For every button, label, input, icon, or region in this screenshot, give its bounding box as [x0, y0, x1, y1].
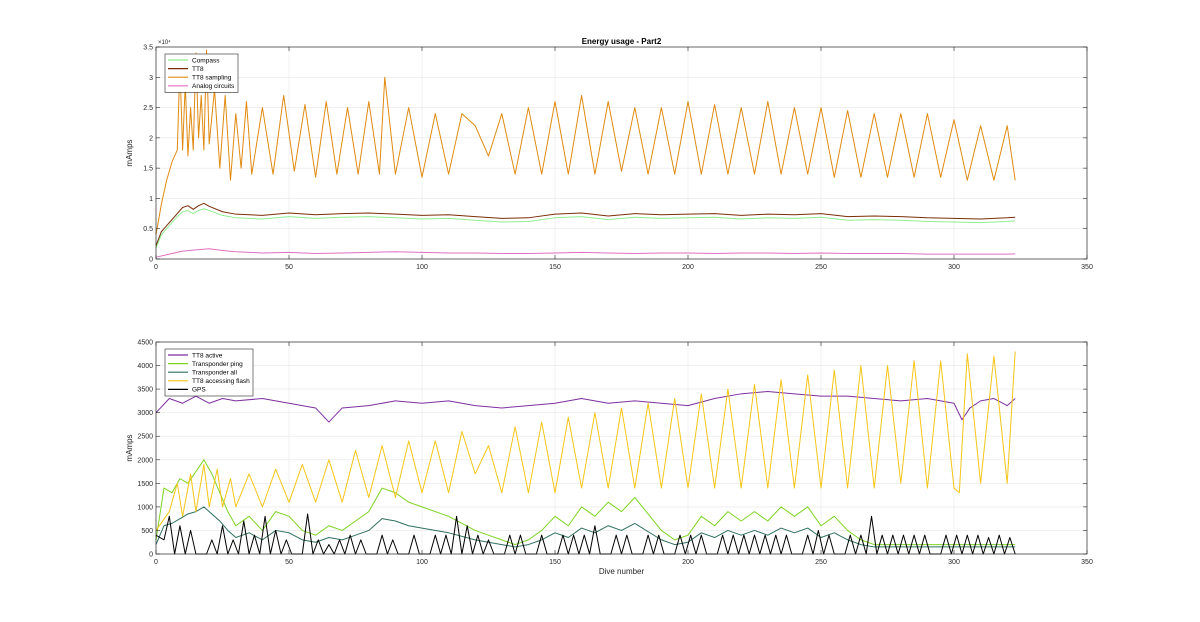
series-line-tt8-sampling	[155, 49, 1016, 235]
x-tick-label: 50	[285, 559, 293, 566]
x-tick-label: 0	[154, 264, 158, 271]
x-tick-label: 50	[285, 264, 293, 271]
legend-label: Transponder all	[192, 370, 237, 377]
y-tick-label: 0.5	[143, 226, 153, 233]
x-tick-label: 200	[682, 559, 694, 566]
legend-label: Compass	[192, 57, 220, 64]
legend-label: TT8 sampling	[192, 75, 232, 82]
x-tick-label: 350	[1081, 264, 1093, 271]
legend-label: TT8	[192, 66, 204, 73]
x-tick-label: 350	[1081, 559, 1093, 566]
y-tick-label: 4000	[137, 363, 153, 370]
y-tick-label: 1500	[137, 481, 153, 488]
y-tick-label: 2.5	[143, 105, 153, 112]
plot-area	[156, 342, 1087, 554]
x-tick-label: 200	[682, 264, 694, 271]
y-tick-label: 1.5	[143, 166, 153, 173]
x-tick-label: 0	[154, 559, 158, 566]
y-tick-label: 2	[149, 135, 153, 142]
legend: TT8 active Transponder ping Transponder al…	[164, 348, 254, 397]
y-tick-label: 0	[149, 552, 153, 559]
y-tick-label: 3500	[137, 387, 153, 394]
x-axis-label: Dive number	[599, 567, 645, 576]
axis-box	[155, 46, 1088, 260]
x-tick-label: 100	[416, 559, 428, 566]
y-tick-label: 3.5	[143, 45, 153, 52]
x-tick-label: 250	[815, 559, 827, 566]
y-tick-label: 500	[141, 528, 153, 535]
legend-label: Analog circuits	[192, 83, 235, 90]
axes-2: 0 50 100 150 200 250 300 3500500100015002000250…	[125, 340, 1093, 577]
y-tick-label: 3	[149, 75, 153, 82]
plot-area	[156, 47, 1087, 259]
axes-1: 0 50 100 150 200 250 300 350 0 0.5 1 1.5 2 2.5 3 3.5 ×10…	[125, 37, 1093, 271]
x-tick-label: 250	[815, 264, 827, 271]
y-tick-label: 3000	[137, 410, 153, 417]
legend-label: TT8 active	[192, 352, 223, 359]
x-tick-label: 150	[549, 264, 561, 271]
y-tick-label: 1000	[137, 504, 153, 511]
y-exponent-label: ×10⁴	[158, 39, 171, 46]
legend-label: TT8 accessing flash	[192, 378, 250, 385]
chart-title: Energy usage - Part2	[582, 37, 662, 46]
y-tick-label: 1	[149, 196, 153, 203]
legend-label: GPS	[192, 387, 206, 394]
series-line-compass	[155, 208, 1016, 249]
y-tick-label: 2500	[137, 434, 153, 441]
series-line-tt8	[155, 202, 1016, 246]
x-tick-label: 300	[948, 559, 960, 566]
y-axis-label: mAmps	[125, 434, 134, 461]
y-axis-label: mAmps	[125, 139, 134, 166]
y-tick-label: 2000	[137, 457, 153, 464]
y-tick-label: 4500	[137, 340, 153, 347]
series-line-transponder-ping	[155, 459, 1016, 546]
x-tick-label: 100	[416, 264, 428, 271]
y-tick-label: 0	[149, 257, 153, 264]
legend-label: Transponder ping	[192, 361, 243, 368]
series-line-tt8-accessing-flash	[155, 351, 1016, 531]
series-line-transponder-all	[155, 506, 1016, 548]
x-tick-label: 300	[948, 264, 960, 271]
series-line-analog-circuits	[155, 248, 1016, 258]
x-tick-label: 150	[549, 559, 561, 566]
axis-box	[155, 341, 1088, 555]
